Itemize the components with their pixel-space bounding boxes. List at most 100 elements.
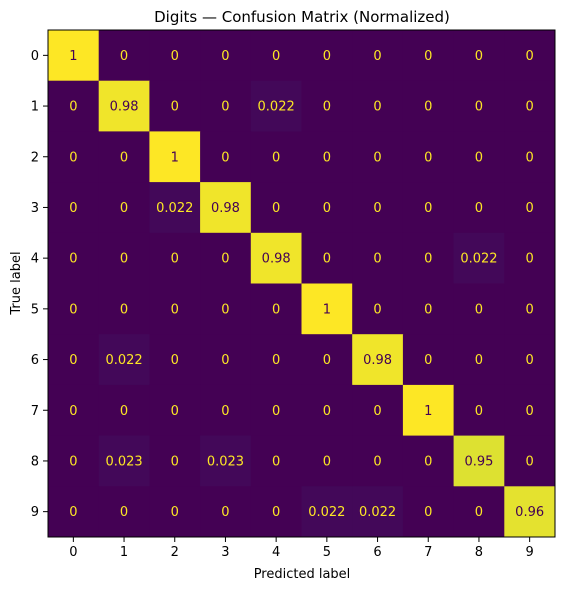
heatmap-cell (352, 435, 404, 487)
heatmap-cell (200, 435, 252, 487)
heatmap-cell (250, 182, 302, 234)
cell-value-label: 0 (272, 49, 280, 64)
heatmap-cell (48, 486, 100, 538)
heatmap-cell (200, 80, 252, 132)
cell-value-label: 0.022 (156, 201, 193, 216)
heatmap-cell (200, 182, 252, 234)
heatmap-cell (453, 131, 505, 183)
y-tick-label: 5 (31, 302, 39, 317)
heatmap-cell (504, 80, 556, 132)
cell-value-label: 1 (69, 49, 77, 64)
heatmap-cell (402, 182, 455, 234)
cell-value-label: 0 (373, 454, 381, 469)
cell-value-label: 1 (323, 302, 331, 317)
cell-value-label: 0 (69, 252, 77, 267)
heatmap-cell (200, 283, 252, 335)
cell-value-label: 0 (475, 505, 483, 520)
cell-value-label: 0 (373, 201, 381, 216)
cell-value-label: 0 (272, 404, 280, 419)
heatmap-cell (149, 334, 201, 386)
cell-value-label: 0 (323, 150, 331, 165)
cell-value-label: 0 (424, 505, 432, 520)
cell-value-label: 0 (272, 201, 280, 216)
heatmap-cell (200, 486, 252, 538)
heatmap-cell (149, 384, 201, 437)
cell-value-label: 0 (373, 150, 381, 165)
heatmap-cell (200, 334, 252, 386)
cell-annotations: 1 0 0 0 0 0 0 0 0 0 0 0.98 0 0 0.022 0 0 0 0 0 0 0 1 0 0 0 0 0 0 0 0 0 0… (69, 49, 544, 520)
heatmap-cell (250, 435, 302, 487)
cell-value-label: 0 (373, 252, 381, 267)
cell-value-label: 0 (424, 454, 432, 469)
heatmap-cell (453, 486, 505, 538)
heatmap-cell (301, 486, 353, 538)
cell-value-label: 0 (171, 404, 179, 419)
heatmap-cell (149, 80, 201, 132)
heatmap-cell (98, 182, 150, 234)
heatmap-cell (149, 182, 201, 234)
y-tick-label: 7 (31, 404, 39, 419)
cell-value-label: 0 (221, 353, 229, 368)
cell-value-label: 0 (373, 404, 381, 419)
cell-value-label: 0 (526, 302, 534, 317)
y-tick-label: 6 (31, 353, 39, 368)
cell-value-label: 0 (272, 353, 280, 368)
cell-value-label: 0.023 (207, 454, 244, 469)
heatmap-cell (301, 30, 353, 82)
heatmap-cell (504, 131, 556, 183)
heatmap-cell (352, 182, 404, 234)
heatmap-cell (402, 232, 455, 284)
cell-value-label: 0 (526, 100, 534, 115)
heatmap-cell (48, 80, 100, 132)
cell-value-label: 0 (221, 100, 229, 115)
y-tick-label: 2 (31, 150, 39, 165)
heatmap-cell (301, 80, 353, 132)
heatmap-cell (352, 486, 404, 538)
cell-value-label: 0 (526, 353, 534, 368)
heatmap-cell (48, 182, 100, 234)
heatmap-cell (352, 334, 404, 386)
cell-value-label: 0 (475, 353, 483, 368)
heatmap-cell (453, 182, 505, 234)
heatmap-cell (504, 486, 556, 538)
cell-value-label: 0.98 (110, 100, 139, 115)
heatmap-cells (48, 30, 556, 538)
cell-value-label: 0 (69, 353, 77, 368)
x-tick-label: 7 (424, 545, 432, 560)
cell-value-label: 0 (424, 100, 432, 115)
cell-value-label: 0 (323, 49, 331, 64)
heatmap-cell (352, 232, 404, 284)
heatmap-cell (504, 182, 556, 234)
cell-value-label: 0 (171, 505, 179, 520)
heatmap-cell (149, 131, 201, 183)
y-axis-ticks: 0 1 2 3 4 5 6 7 8 9 (31, 49, 48, 520)
cell-value-label: 0 (323, 201, 331, 216)
heatmap-cell (402, 435, 455, 487)
cell-value-label: 0 (171, 100, 179, 115)
cell-value-label: 0 (323, 100, 331, 115)
heatmap-cell (301, 384, 353, 437)
x-tick-label: 2 (171, 545, 179, 560)
cell-value-label: 0 (120, 302, 128, 317)
heatmap-cell (352, 384, 404, 437)
cell-value-label: 0 (373, 49, 381, 64)
cell-value-label: 0 (526, 404, 534, 419)
heatmap-cell (250, 334, 302, 386)
heatmap-cell (48, 232, 100, 284)
cell-value-label: 0 (323, 404, 331, 419)
cell-value-label: 0.98 (363, 353, 392, 368)
heatmap-cell (149, 283, 201, 335)
heatmap-cell (453, 435, 505, 487)
heatmap-cell (149, 435, 201, 487)
cell-value-label: 0 (221, 252, 229, 267)
heatmap-cell (250, 80, 302, 132)
heatmap-cell (453, 30, 505, 82)
heatmap-cell (402, 334, 455, 386)
cell-value-label: 0 (475, 201, 483, 216)
y-tick-label: 4 (31, 252, 39, 267)
heatmap-cell (48, 435, 100, 487)
cell-value-label: 0 (221, 49, 229, 64)
cell-value-label: 0 (69, 505, 77, 520)
x-tick-label: 3 (221, 545, 229, 560)
cell-value-label: 0 (526, 454, 534, 469)
